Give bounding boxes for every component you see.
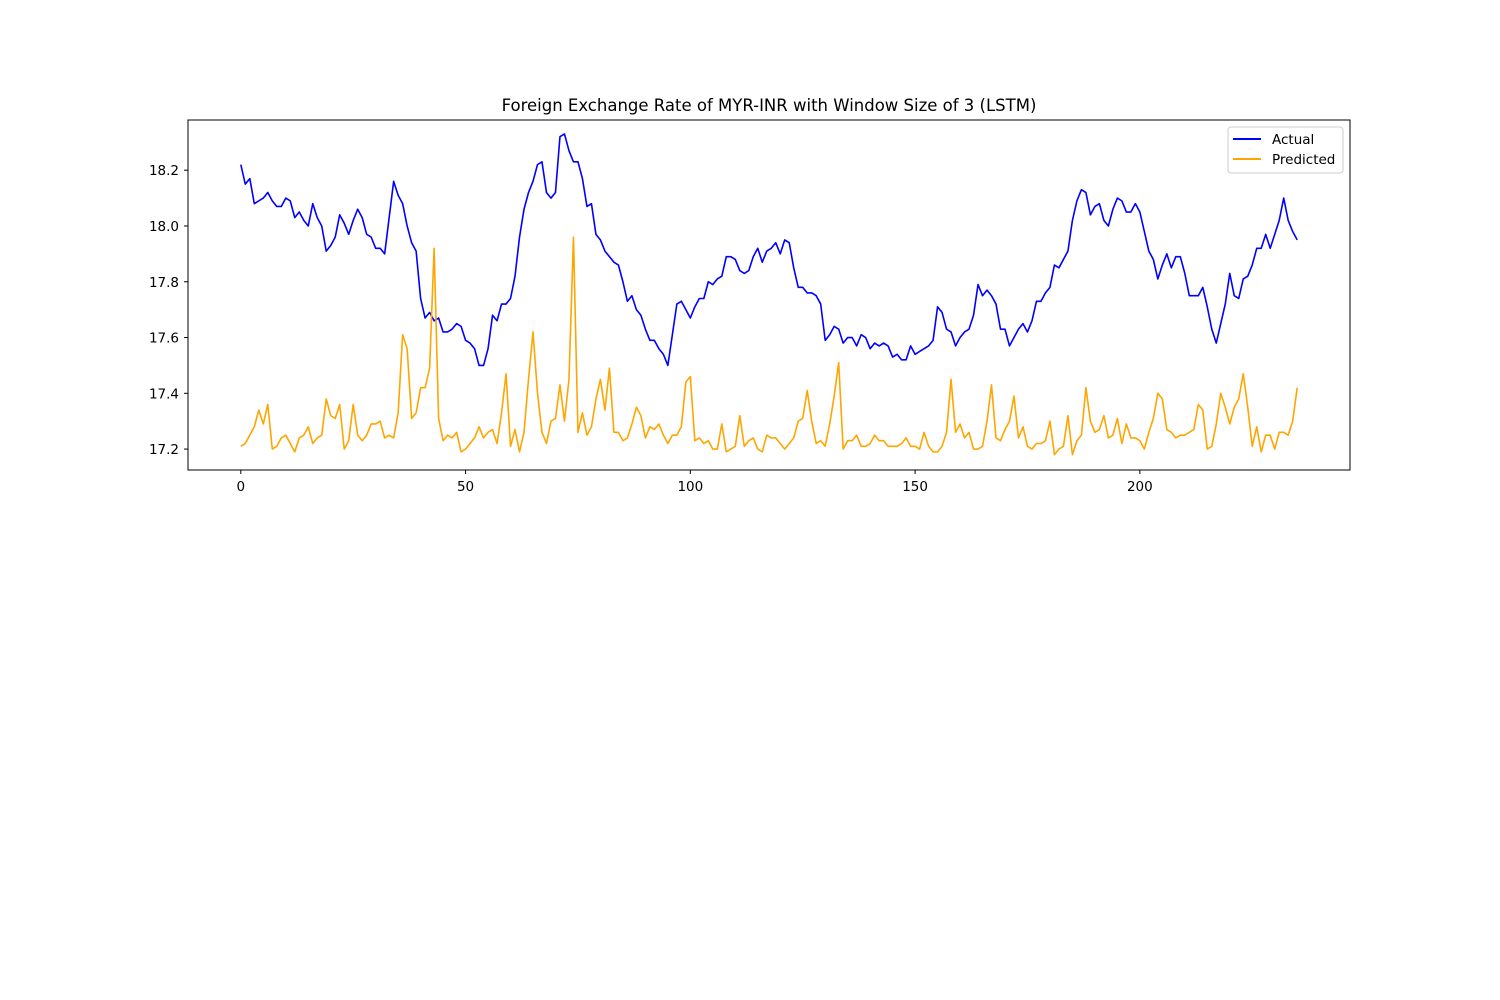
x-tick-label: 0 [237, 479, 246, 495]
y-tick-label: 17.4 [149, 386, 179, 402]
chart-title: Foreign Exchange Rate of MYR-INR with Wi… [502, 96, 1037, 115]
x-tick-label: 200 [1127, 479, 1153, 495]
x-tick-label: 100 [677, 479, 703, 495]
x-tick-label: 150 [902, 479, 928, 495]
axes: 0 50 100 150 200 17.2 17.4 17.6 17.8 18.0 18.2 [149, 163, 1153, 495]
y-tick-label: 17.8 [149, 275, 179, 291]
y-tick-label: 18.2 [149, 163, 179, 179]
legend-label-actual: Actual [1272, 132, 1314, 148]
series-line-actual [240, 133, 1298, 367]
y-tick-label: 18.0 [149, 219, 179, 235]
axes-frame [187, 119, 1351, 471]
plot-area [240, 133, 1298, 456]
legend-label-predicted: Predicted [1272, 152, 1335, 168]
y-tick-label: 17.6 [149, 331, 179, 347]
x-tick-label: 50 [457, 479, 474, 495]
series-line-predicted [240, 236, 1298, 456]
legend: Actual Predicted [1227, 126, 1344, 174]
y-tick-label: 17.2 [149, 442, 179, 458]
